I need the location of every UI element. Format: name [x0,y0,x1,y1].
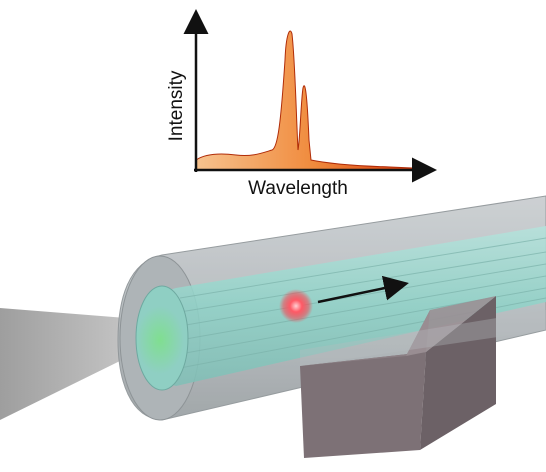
detector-top [406,296,496,356]
y-axis-label: Intensity [166,70,187,141]
fiber-core [152,226,546,386]
x-axis-label: Wavelength [248,178,348,199]
fiber-overlay [300,310,546,366]
arrow-right-icon [317,275,409,304]
light-cone [0,308,126,420]
detector-block [300,296,546,458]
spectrum-curve [195,30,413,171]
optical-fiber [117,195,546,421]
detector-side [420,296,496,450]
spectrum-plot: Intensity Wavelength [166,9,437,199]
glowing-particle-icon [279,289,313,323]
detector-front [300,352,426,458]
core-glow [136,306,184,374]
